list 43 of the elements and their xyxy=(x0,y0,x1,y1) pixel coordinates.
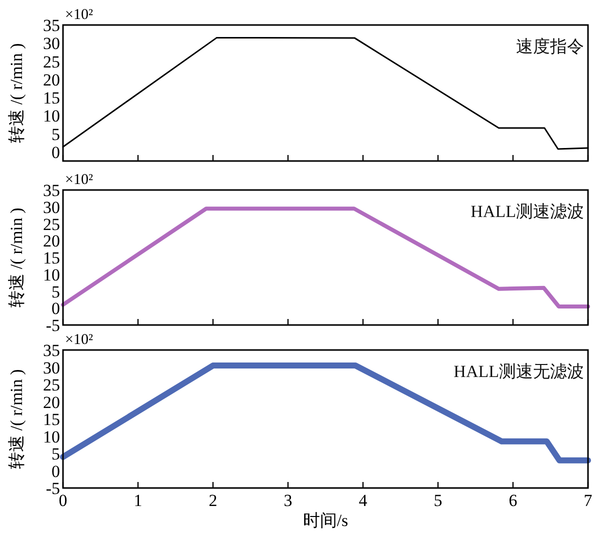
y-tick-label: 10 xyxy=(43,106,60,126)
y-axis-title: 转速 /( r/min ) xyxy=(7,369,26,469)
y-tick-label: 25 xyxy=(43,376,60,394)
x-tick-label: 7 xyxy=(584,491,593,510)
y-tick-label: 25 xyxy=(43,214,60,234)
y-tick-label: 0 xyxy=(52,299,60,318)
y-tick-label: 0 xyxy=(52,142,60,162)
y-tick-label: 5 xyxy=(52,124,60,144)
text: HALL测速滤波 xyxy=(470,202,584,221)
y-axis-title: 转速 /( r/min ) xyxy=(7,43,26,143)
x-tick-label: 2 xyxy=(208,491,218,510)
y-tick-label: 20 xyxy=(43,392,60,412)
y-axis-title: 转速 /( r/min ) xyxy=(7,208,26,308)
y-tick-label: 35 xyxy=(43,181,60,200)
y-tick-label: 20 xyxy=(43,70,60,90)
y-tick-label: 30 xyxy=(43,358,60,378)
y-tick-label: 5 xyxy=(52,444,60,464)
y-tick-label: 10 xyxy=(43,265,60,284)
x-tick-label: 5 xyxy=(434,491,442,510)
y-tick-label: 0 xyxy=(52,462,60,481)
text: ×10² xyxy=(65,332,94,348)
text: 速度指令 xyxy=(516,37,584,56)
y-tick-label: -5 xyxy=(46,316,60,335)
y-tick-label: 15 xyxy=(43,88,60,108)
y-tick-label: 20 xyxy=(43,232,60,251)
y-tick-label: 5 xyxy=(52,282,60,302)
text: ×10² xyxy=(65,172,94,188)
text: ×10² xyxy=(65,7,94,23)
x-tick-label: 4 xyxy=(358,491,368,510)
y-tick-label: 10 xyxy=(43,427,60,446)
series-label: HALL测速无滤波 xyxy=(454,362,584,381)
x-axis-title: 时间/s xyxy=(302,511,348,530)
y-tick-label: 15 xyxy=(43,248,60,268)
y-tick-label: 30 xyxy=(43,34,60,54)
x-tick-label: 3 xyxy=(284,491,292,510)
x-tick-label: 1 xyxy=(134,491,142,510)
y-tick-label: 35 xyxy=(43,16,60,35)
y-tick-label: -5 xyxy=(46,479,60,498)
y-tick-label: 35 xyxy=(43,341,60,360)
y-tick-label: 30 xyxy=(43,198,60,217)
y-tick-label: 25 xyxy=(43,52,60,72)
y-tick-label: 15 xyxy=(43,410,60,429)
x-tick-label: 6 xyxy=(508,491,518,510)
